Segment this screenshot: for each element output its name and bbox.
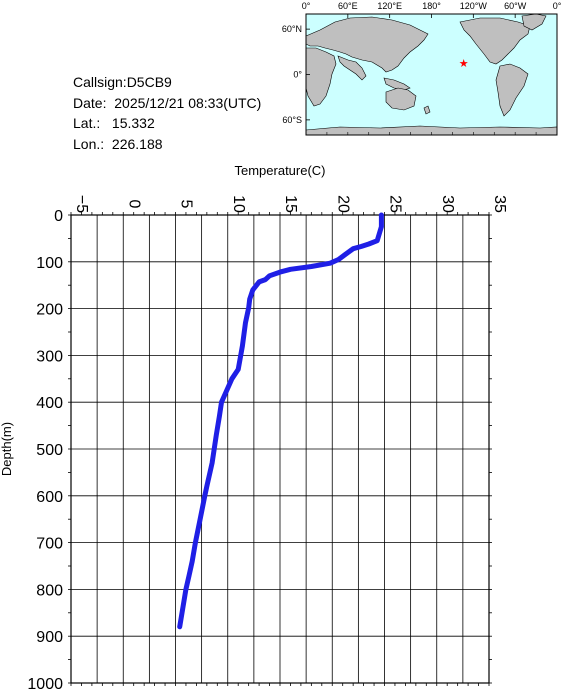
map-lon-labels: 0° 60°E 120°E 180° 120°W 60°W 0° (302, 1, 562, 11)
map-lon-label: 180° (422, 1, 441, 11)
map-lon-label: 0° (302, 1, 311, 11)
se-asia (383, 77, 411, 91)
map-lon-label: 60°E (338, 1, 358, 11)
map-lat-label: 60°S (282, 115, 302, 125)
y-tick-labels: 0 100 200 300 400 500 600 700 800 900 1000 (27, 208, 63, 690)
map-lat-label: 60°N (282, 24, 302, 34)
y-tick-label: 200 (36, 302, 63, 319)
y-tick-label: 900 (36, 629, 63, 646)
map-lon-label: 60°W (504, 1, 527, 11)
landmasses (305, 13, 558, 136)
eurasia (305, 16, 429, 73)
x-tick-label: 20 (334, 195, 351, 213)
y-tick-label: 600 (36, 489, 63, 506)
y-tick-label: 800 (36, 582, 63, 599)
temperature-profile-line (177, 212, 384, 630)
north-america (459, 17, 531, 65)
map-ticks (305, 14, 558, 135)
y-tick-label: 0 (54, 208, 63, 225)
x-tick-label: −5 (73, 195, 90, 213)
y-tick-label: 100 (36, 255, 63, 272)
latitude-text: Lat.: 15.332 (73, 115, 155, 131)
map-frame: 0° 60°E 120°E 180° 120°W 60°W 0° 60°N 0° 60°S ★ (282, 1, 562, 136)
x-tick-label: 30 (439, 195, 456, 213)
y-axis-title: Depth(m) (0, 422, 14, 476)
x-tick-labels: −5 0 5 10 15 20 25 30 35 (73, 195, 508, 213)
plot-frame (70, 214, 490, 684)
date-text: Date: 2025/12/21 08:33(UTC) (73, 94, 262, 111)
map-lat-label: 0° (293, 70, 302, 80)
x-tick-label: 35 (491, 195, 508, 213)
map-lat-labels: 60°N 0° 60°S (282, 24, 303, 125)
y-tick-label: 1000 (27, 676, 63, 690)
map-lon-label: 120°W (460, 1, 488, 11)
x-tick-label: 0 (125, 200, 142, 209)
arabia-india (337, 55, 367, 81)
chart-grid (70, 214, 490, 684)
y-tick-label: 700 (36, 536, 63, 553)
south-america (495, 63, 529, 117)
station-info: Callsign:D5CB9 Date: 2025/12/21 08:33(UT… (73, 72, 261, 154)
x-axis-title: Temperature(C) (234, 163, 325, 178)
x-tick-label: 15 (282, 195, 299, 213)
station-marker: ★ (459, 58, 469, 70)
australia (385, 87, 417, 111)
map-lon-label: 120°E (377, 1, 402, 11)
y-tick-label: 400 (36, 395, 63, 412)
y-tick-label: 500 (36, 442, 63, 459)
world-map: 0° 60°E 120°E 180° 120°W 60°W 0° 60°N 0° 60°S ★ (282, 1, 562, 136)
africa (305, 47, 337, 107)
longitude-text: Lon.: 226.188 (73, 135, 163, 152)
y-tick-label: 300 (36, 348, 63, 365)
x-tick-label: 10 (230, 195, 247, 213)
map-lon-label: 0° (553, 1, 562, 11)
callsign-text: Callsign:D5CB9 (73, 74, 172, 90)
new-zealand (423, 105, 431, 115)
x-tick-label: 5 (178, 200, 195, 209)
x-tick-label: 25 (387, 195, 404, 213)
